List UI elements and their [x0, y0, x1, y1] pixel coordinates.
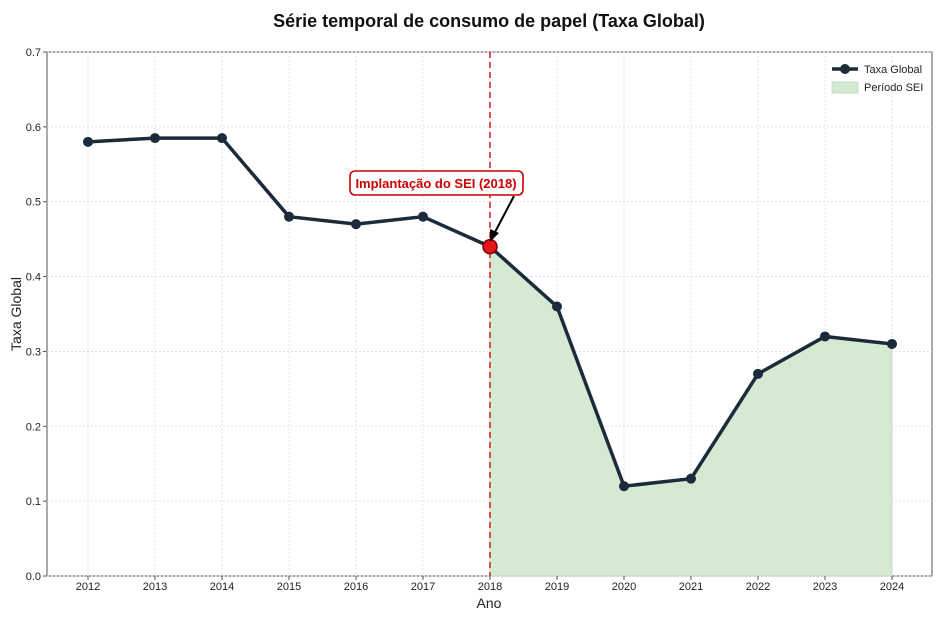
- x-tick-label: 2022: [746, 581, 770, 593]
- annotation-text: Implantação do SEI (2018): [355, 176, 516, 191]
- data-point: [418, 211, 428, 222]
- legend-region-swatch: [831, 81, 859, 94]
- y-tick-label: 0.6: [26, 122, 41, 134]
- x-tick-label: 2015: [277, 581, 301, 593]
- x-tick-label: 2013: [143, 581, 167, 593]
- chart-title: Série temporal de consumo de papel (Taxa…: [273, 11, 705, 31]
- y-tick-label: 0.1: [26, 496, 41, 508]
- x-ticks: 2012 2013 2014 2015 2016 2017 2018 2019 2020 2021…: [76, 576, 904, 593]
- data-point: [686, 473, 696, 484]
- x-tick-label: 2021: [679, 581, 703, 593]
- legend: Taxa Global Período SEI: [831, 64, 923, 94]
- x-axis-label: Ano: [477, 595, 502, 611]
- annotation-arrow-line: [493, 195, 515, 235]
- y-tick-label: 0.2: [26, 421, 41, 433]
- series: [83, 133, 897, 492]
- y-tick-label: 0.4: [26, 272, 41, 284]
- data-point: [753, 368, 763, 379]
- y-tick-label: 0.5: [26, 197, 41, 209]
- data-point: [619, 481, 629, 492]
- x-tick-label: 2018: [478, 581, 502, 593]
- x-tick-label: 2020: [612, 581, 636, 593]
- x-tick-label: 2017: [411, 581, 435, 593]
- legend-label-region: Período SEI: [864, 82, 923, 94]
- legend-marker-swatch: [840, 64, 850, 74]
- data-point: [351, 219, 361, 230]
- x-tick-label: 2023: [813, 581, 837, 593]
- y-axis-label: Taxa Global: [8, 277, 24, 351]
- y-tick-label: 0.3: [26, 346, 41, 358]
- annotation-arrow-head: [490, 229, 499, 242]
- data-point: [83, 136, 93, 147]
- x-tick-label: 2019: [545, 581, 569, 593]
- x-tick-label: 2014: [210, 581, 234, 593]
- data-point: [217, 133, 227, 144]
- data-point: [150, 133, 160, 144]
- x-tick-label: 2016: [344, 581, 368, 593]
- data-point: [887, 338, 897, 349]
- data-point: [552, 301, 562, 312]
- data-point: [284, 211, 294, 222]
- y-tick-label: 0.0: [26, 571, 41, 583]
- data-point: [820, 331, 830, 342]
- annotation-box: [349, 170, 524, 196]
- y-ticks: 0.0 0.1 0.2 0.3 0.4 0.5 0.6 0.7: [26, 47, 47, 583]
- legend-label-series: Taxa Global: [864, 64, 922, 76]
- y-tick-label: 0.7: [26, 47, 41, 59]
- x-tick-label: 2012: [76, 581, 100, 593]
- x-tick-label: 2024: [880, 581, 904, 593]
- annotation: Implantação do SEI (2018): [349, 170, 524, 242]
